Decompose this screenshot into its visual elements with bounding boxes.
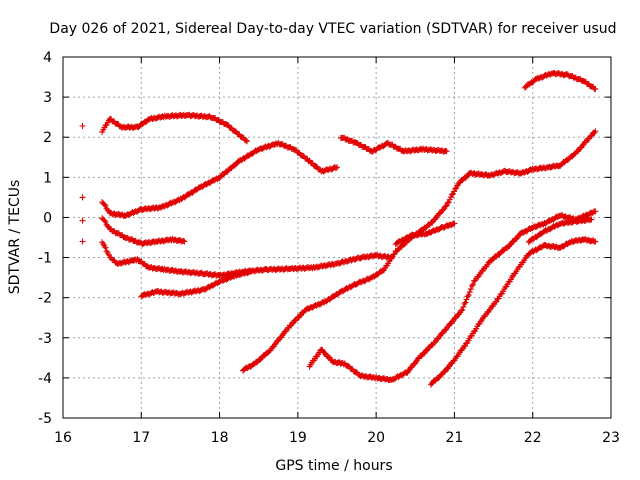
x-tick-label: 21 xyxy=(446,430,464,446)
data-point xyxy=(459,306,466,313)
chart-title: Day 026 of 2021, Sidereal Day-to-day VTE… xyxy=(49,21,616,37)
data-point xyxy=(592,128,599,135)
data-point xyxy=(592,208,599,215)
x-tick-label: 18 xyxy=(211,430,229,446)
data-point xyxy=(101,217,108,224)
data-point xyxy=(102,218,109,225)
data-point xyxy=(79,122,86,129)
x-tick-label: 19 xyxy=(289,430,307,446)
data-point xyxy=(79,217,86,224)
y-tick-label: 2 xyxy=(43,130,52,146)
y-tick-label: 4 xyxy=(43,50,52,66)
data-point xyxy=(448,191,455,198)
y-tick-label: -1 xyxy=(38,251,52,267)
data-point xyxy=(462,299,469,306)
data-points xyxy=(79,69,599,388)
x-tick-label: 17 xyxy=(132,430,150,446)
y-tick-label: 3 xyxy=(43,90,52,106)
x-tick-label: 16 xyxy=(54,430,72,446)
data-point xyxy=(247,268,254,275)
data-point xyxy=(181,238,188,245)
data-point xyxy=(451,220,458,227)
data-point xyxy=(332,165,339,172)
y-tick-label: -5 xyxy=(38,411,52,427)
data-point xyxy=(588,216,595,223)
data-point xyxy=(102,202,109,209)
data-point xyxy=(467,286,474,293)
x-axis-label: GPS time / hours xyxy=(275,458,392,474)
data-point xyxy=(444,199,451,206)
y-tick-label: -2 xyxy=(38,291,52,307)
data-point xyxy=(104,223,111,230)
data-point xyxy=(493,298,500,305)
data-point xyxy=(468,283,475,290)
data-point xyxy=(592,238,599,245)
data-point xyxy=(460,303,467,310)
data-point xyxy=(461,300,468,307)
data-point xyxy=(104,206,111,213)
y-tick-label: -4 xyxy=(38,371,52,387)
y-tick-label: -3 xyxy=(38,331,52,347)
x-axis-ticks: 16 17 18 19 20 21 22 23 xyxy=(54,57,620,446)
data-point xyxy=(443,148,450,155)
data-point xyxy=(79,238,86,245)
x-tick-label: 22 xyxy=(524,430,542,446)
data-point xyxy=(458,307,465,314)
data-point xyxy=(469,281,476,288)
x-tick-label: 20 xyxy=(367,430,385,446)
data-point xyxy=(465,292,472,299)
y-axis-label: SDTVAR / TECUs xyxy=(7,180,23,295)
data-point xyxy=(101,201,108,208)
data-point xyxy=(463,296,470,303)
data-point xyxy=(180,237,187,244)
data-point xyxy=(464,293,471,300)
data-point xyxy=(592,86,599,93)
y-tick-label: 1 xyxy=(43,170,52,186)
data-point xyxy=(462,342,469,349)
plot-frame xyxy=(62,56,612,419)
data-point xyxy=(79,194,86,201)
data-point xyxy=(334,164,340,171)
data-point xyxy=(242,137,249,144)
data-point xyxy=(102,244,109,251)
data-point xyxy=(442,203,449,210)
data-point xyxy=(452,185,459,192)
y-axis-ticks: -5 -4 -3 -2 -1 0 1 2 3 4 xyxy=(38,50,611,427)
y-tick-label: 0 xyxy=(43,210,52,226)
data-point xyxy=(466,289,473,296)
data-point xyxy=(243,138,250,145)
x-tick-label: 23 xyxy=(602,430,620,446)
